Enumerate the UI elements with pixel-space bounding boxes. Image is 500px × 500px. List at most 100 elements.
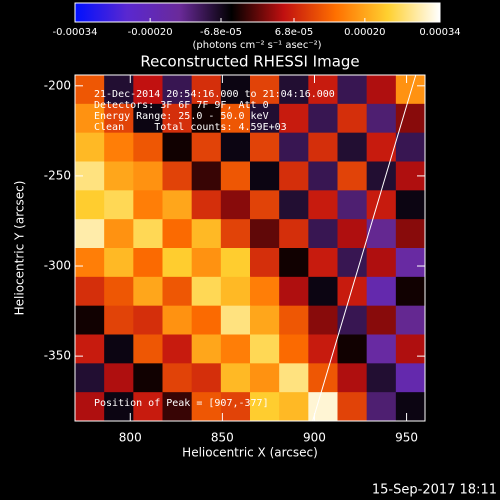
heat-cell	[220, 190, 251, 220]
heat-cell	[308, 161, 338, 191]
heat-cell	[191, 219, 222, 249]
heat-cell	[366, 305, 397, 335]
heat-cell	[191, 132, 222, 162]
heat-cell	[337, 75, 368, 105]
x-tick-label: 850	[211, 431, 234, 445]
y-tick-label: -300	[44, 259, 71, 273]
heat-cell	[250, 334, 280, 364]
heat-cell	[220, 334, 251, 364]
heat-cell	[104, 248, 134, 278]
heat-cell	[162, 248, 193, 278]
heat-cell	[308, 190, 338, 220]
annotation: Energy Range: 25.0 - 50.0 keV	[94, 111, 269, 122]
x-tick-label: 950	[395, 431, 418, 445]
heat-cell	[220, 363, 251, 393]
heat-cell	[191, 305, 222, 335]
heat-cell	[337, 276, 368, 307]
heat-cell	[395, 132, 426, 162]
heat-cell	[279, 276, 309, 307]
annotation: Clean Total counts: 4.59E+03	[94, 122, 287, 133]
heat-cell	[104, 190, 134, 220]
heat-cell	[162, 305, 193, 335]
heat-cell	[308, 219, 338, 249]
heat-cell	[308, 75, 338, 105]
heat-cell	[75, 103, 105, 134]
heat-cell	[366, 392, 397, 422]
heat-cell	[162, 103, 193, 134]
heat-cell	[279, 305, 309, 335]
heat-cell	[104, 75, 134, 105]
timestamp: 15-Sep-2017 18:11	[372, 483, 497, 498]
heat-cell	[395, 103, 426, 134]
heat-cell	[395, 305, 426, 335]
colorbar-tick-label: -6.8e-05	[200, 27, 242, 38]
heat-cell	[337, 219, 368, 249]
heat-cell	[250, 75, 280, 105]
heatmap	[75, 75, 426, 422]
heat-cell	[104, 276, 134, 307]
heat-cell	[75, 363, 105, 393]
heat-cell	[104, 305, 134, 335]
y-tick-label: -250	[44, 168, 71, 182]
heat-cell	[366, 248, 397, 278]
y-axis-label: Heliocentric Y (arcsec)	[13, 181, 27, 316]
heat-cell	[133, 392, 163, 422]
heat-cell	[279, 392, 309, 422]
heat-cell	[250, 276, 280, 307]
heat-cell	[104, 161, 134, 191]
heat-cell	[220, 103, 251, 134]
heat-cell	[250, 363, 280, 393]
heat-cell	[162, 392, 193, 422]
heat-cell	[279, 190, 309, 220]
heat-cell	[337, 190, 368, 220]
heat-cell	[250, 161, 280, 191]
heat-cell	[133, 276, 163, 307]
heat-cell	[250, 190, 280, 220]
heat-cell	[337, 334, 368, 364]
heat-cell	[133, 132, 163, 162]
x-tick-label: 900	[303, 431, 326, 445]
heat-cell	[75, 334, 105, 364]
heat-cell	[162, 132, 193, 162]
heat-cell	[395, 248, 426, 278]
heat-cell	[250, 103, 280, 134]
heat-cell	[395, 276, 426, 307]
heat-cell	[220, 75, 251, 105]
heat-cell	[191, 75, 222, 105]
heat-cell	[337, 363, 368, 393]
heat-cell	[395, 219, 426, 249]
heat-cell	[250, 219, 280, 249]
heat-cell	[191, 363, 222, 393]
heat-cell	[337, 305, 368, 335]
heat-cell	[220, 219, 251, 249]
heat-cell	[75, 305, 105, 335]
heat-cell	[279, 132, 309, 162]
colorbar-tick-label: 0.00034	[419, 27, 460, 38]
heat-cell	[337, 248, 368, 278]
heat-cell	[308, 132, 338, 162]
heat-cell	[366, 190, 397, 220]
heat-cell	[104, 363, 134, 393]
heat-cell	[308, 363, 338, 393]
heat-cell	[75, 132, 105, 162]
heat-cell	[191, 334, 222, 364]
y-tick-label: -200	[44, 78, 71, 92]
heat-cell	[279, 334, 309, 364]
heat-cell	[279, 103, 309, 134]
heat-cell	[279, 75, 309, 105]
heat-cell	[366, 276, 397, 307]
heat-cell	[366, 132, 397, 162]
heat-cell	[191, 248, 222, 278]
heat-cell	[366, 334, 397, 364]
heat-cell	[191, 276, 222, 307]
annotation: Detectors: 3F 6F 7F 9F, Att 0	[94, 100, 269, 111]
heat-cell	[133, 219, 163, 249]
colorbar-tick-label: -0.00034	[53, 27, 98, 38]
heat-cell	[250, 305, 280, 335]
heat-cell	[337, 392, 368, 422]
y-tick-label: -350	[44, 349, 71, 363]
heat-cell	[75, 75, 105, 105]
heat-cell	[250, 248, 280, 278]
heat-cell	[133, 363, 163, 393]
